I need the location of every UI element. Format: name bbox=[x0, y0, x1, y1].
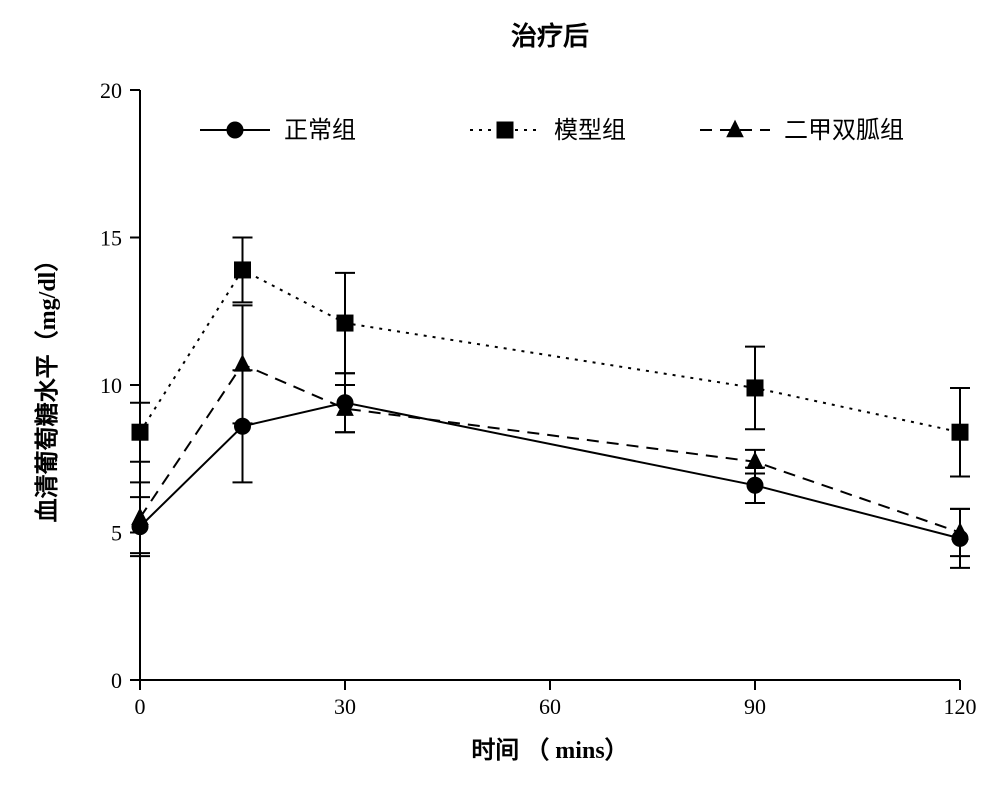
series-square bbox=[130, 238, 970, 477]
x-tick-label: 90 bbox=[744, 694, 766, 719]
data-point-square bbox=[747, 380, 763, 396]
chart-title: 治疗后 bbox=[511, 21, 589, 51]
chart-container: 治疗后 0 5 10 15 20 0 30 60 90 120 时间 （ mins） 血清葡萄糖水平（m… bbox=[0, 0, 1000, 798]
x-tick-label: 120 bbox=[944, 694, 977, 719]
data-point-square bbox=[337, 315, 353, 331]
x-tick-label: 0 bbox=[135, 694, 146, 719]
data-point-square bbox=[952, 424, 968, 440]
x-axis-label: 时间 （ mins） bbox=[471, 737, 628, 764]
legend-marker-circle bbox=[227, 122, 243, 138]
axis-frame bbox=[140, 90, 960, 680]
data-point-square bbox=[235, 262, 251, 278]
data-point-circle bbox=[747, 477, 763, 493]
y-tick-label: 20 bbox=[100, 78, 122, 103]
data-point-square bbox=[132, 424, 148, 440]
legend-marker-triangle bbox=[727, 121, 743, 137]
data-point-triangle bbox=[235, 355, 251, 371]
x-tick-label: 60 bbox=[539, 694, 561, 719]
x-tick-label: 30 bbox=[334, 694, 356, 719]
legend-label: 模型组 bbox=[554, 117, 626, 144]
series-triangle bbox=[130, 305, 970, 556]
series-line bbox=[140, 403, 960, 539]
y-tick-label: 10 bbox=[100, 373, 122, 398]
y-tick-label: 5 bbox=[111, 521, 122, 546]
y-tick-label: 15 bbox=[100, 226, 122, 251]
y-tick-label: 0 bbox=[111, 668, 122, 693]
legend-marker-square bbox=[497, 122, 513, 138]
series-line bbox=[140, 270, 960, 432]
legend-label: 二甲双胍组 bbox=[784, 117, 904, 144]
legend-label: 正常组 bbox=[284, 117, 356, 144]
series-circle bbox=[130, 370, 970, 568]
chart-svg: 治疗后 0 5 10 15 20 0 30 60 90 120 时间 （ mins） 血清葡萄糖水平（m… bbox=[0, 0, 1000, 798]
legend: 正常组 模型组 二甲双胍组 bbox=[200, 117, 904, 144]
y-axis-label: 血清葡萄糖水平（mg/dl） bbox=[33, 248, 61, 523]
